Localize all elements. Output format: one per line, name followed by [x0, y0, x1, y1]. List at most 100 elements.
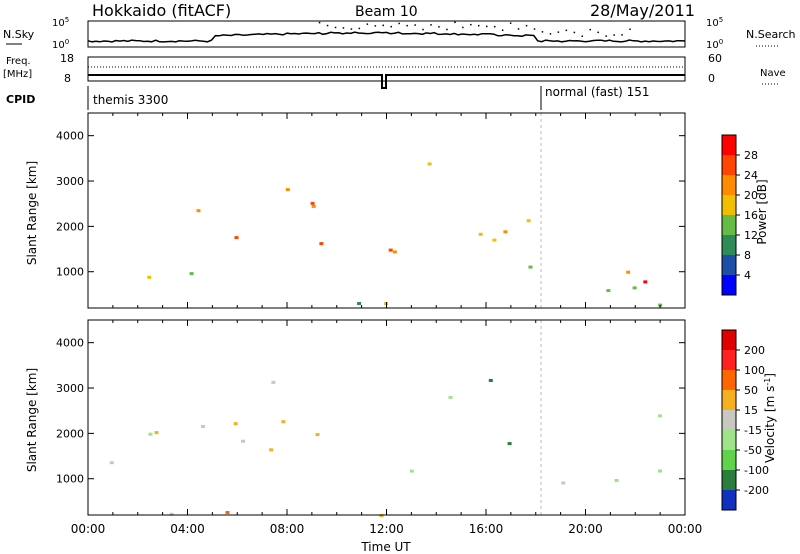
echo-cell — [658, 469, 663, 473]
freq-label: Freq. — [6, 56, 31, 67]
echo-cell — [269, 448, 274, 452]
echo-cell — [148, 432, 153, 436]
colorbar-tick-label: 50 — [744, 384, 758, 397]
colorbar-swatch — [722, 470, 736, 490]
echo-cell — [271, 380, 276, 384]
nsearch-point — [494, 25, 496, 28]
colorbar-swatch — [722, 390, 736, 410]
time-axis-label: Time UT — [360, 540, 411, 554]
freq-unit-label: [MHz] — [3, 69, 32, 80]
nsearch-point — [605, 35, 607, 37]
nsky-trace — [87, 31, 686, 43]
velocity-ylabel: Slant Range [km] — [25, 368, 39, 472]
y-tick-label: 1000 — [56, 473, 84, 486]
nsearch-point — [430, 24, 432, 26]
power-colorbar-label: Power [dB] — [755, 179, 769, 244]
nsky-tick-bottom: 100 — [52, 38, 69, 51]
nave-label: Nave — [760, 68, 786, 79]
echo-cell — [388, 248, 393, 252]
colorbar-swatch — [722, 410, 736, 430]
nsearch-point — [326, 24, 329, 27]
colorbar-swatch — [722, 275, 736, 295]
echo-cell — [614, 479, 619, 482]
echo-cell — [658, 414, 663, 418]
x-tick-label: 08:00 — [270, 522, 305, 536]
y-tick-label: 4000 — [56, 337, 84, 350]
echo-cell — [507, 442, 512, 446]
echo-cell — [528, 265, 533, 269]
freq-trace — [88, 74, 685, 89]
echo-cell — [319, 242, 324, 246]
colorbar-swatch — [722, 350, 736, 370]
y-tick-label: 4000 — [56, 130, 84, 143]
echo-cell — [281, 420, 286, 424]
echo-cell — [492, 238, 497, 242]
echo-cell — [109, 461, 114, 465]
nsearch-point — [462, 26, 464, 29]
colorbar-tick-label: 15 — [744, 404, 758, 417]
nsearch-tick-bottom: 100 — [706, 38, 723, 51]
colorbar-tick-label: 200 — [744, 344, 765, 357]
y-tick-label: 3000 — [56, 175, 84, 188]
nsearch-point — [470, 23, 472, 26]
nsearch-point — [366, 23, 369, 25]
cpid-label: CPID — [6, 93, 35, 106]
echo-cell — [357, 302, 362, 305]
colorbar-frame — [721, 329, 737, 511]
freq-tick-top: 18 — [60, 52, 74, 65]
echo-cell — [311, 204, 316, 208]
nsearch-point — [541, 31, 544, 33]
nsearch-point — [398, 22, 400, 25]
nsky-label: N.Sky — [3, 28, 35, 41]
nsky-tick-top: 105 — [52, 16, 69, 29]
cpid-mode1: themis 3300 — [93, 93, 168, 107]
colorbar-swatch — [722, 235, 736, 255]
colorbar-swatch — [722, 175, 736, 195]
x-tick-label: 00:00 — [71, 522, 106, 536]
date-title: 28/May/2011 — [590, 1, 695, 20]
nsearch-point — [581, 35, 583, 37]
nsearch-point — [318, 21, 321, 24]
colorbar-swatch — [722, 135, 736, 155]
echo-cell — [147, 275, 152, 279]
echo-cell — [448, 395, 453, 399]
echo-cell — [241, 439, 246, 443]
data-gap — [375, 321, 378, 514]
nsearch-point — [342, 27, 345, 29]
y-tick-label: 2000 — [56, 220, 84, 233]
colorbar-tick-label: -50 — [744, 444, 762, 457]
echo-cell — [643, 280, 648, 284]
echo-cell — [225, 511, 230, 514]
cpid-mode2: normal (fast) 151 — [545, 85, 649, 99]
freq-tick-bottom: 8 — [64, 72, 71, 85]
y-tick-label: 3000 — [56, 382, 84, 395]
nsearch-label: N.Search — [746, 28, 796, 41]
colorbar-tick-label: 20 — [744, 189, 758, 202]
power-panel-frame — [87, 112, 686, 309]
colorbar-tick-label: 4 — [744, 269, 751, 282]
nsearch-point — [486, 25, 488, 28]
velocity-colorbar-label: Velocity [m s-1] — [763, 373, 778, 463]
nsearch-point — [557, 31, 560, 33]
nsearch-point — [422, 28, 424, 31]
echo-cell — [478, 232, 483, 236]
power-echoes — [147, 162, 663, 307]
nsearch-point — [454, 21, 456, 24]
echo-cell — [310, 201, 315, 205]
nsearch-point — [501, 29, 504, 31]
nsearch-point — [350, 28, 353, 30]
colorbar-tick-label: -15 — [744, 424, 762, 437]
colorbar-tick-label: 100 — [744, 364, 765, 377]
echo-cell — [392, 250, 397, 254]
nsearch-point — [621, 34, 623, 36]
colorbar-swatch — [722, 195, 736, 215]
colorbar-tick-label: 12 — [744, 229, 758, 242]
y-tick-label: 2000 — [56, 427, 84, 440]
colorbar-swatch — [722, 330, 736, 350]
x-tick-label: 16:00 — [469, 522, 504, 536]
velocity-echoes — [109, 379, 663, 518]
power-colorbar: 4 8 12 16 20 24 28 — [721, 134, 758, 296]
beam-title: Beam 10 — [355, 4, 418, 20]
echo-cell — [285, 188, 290, 192]
